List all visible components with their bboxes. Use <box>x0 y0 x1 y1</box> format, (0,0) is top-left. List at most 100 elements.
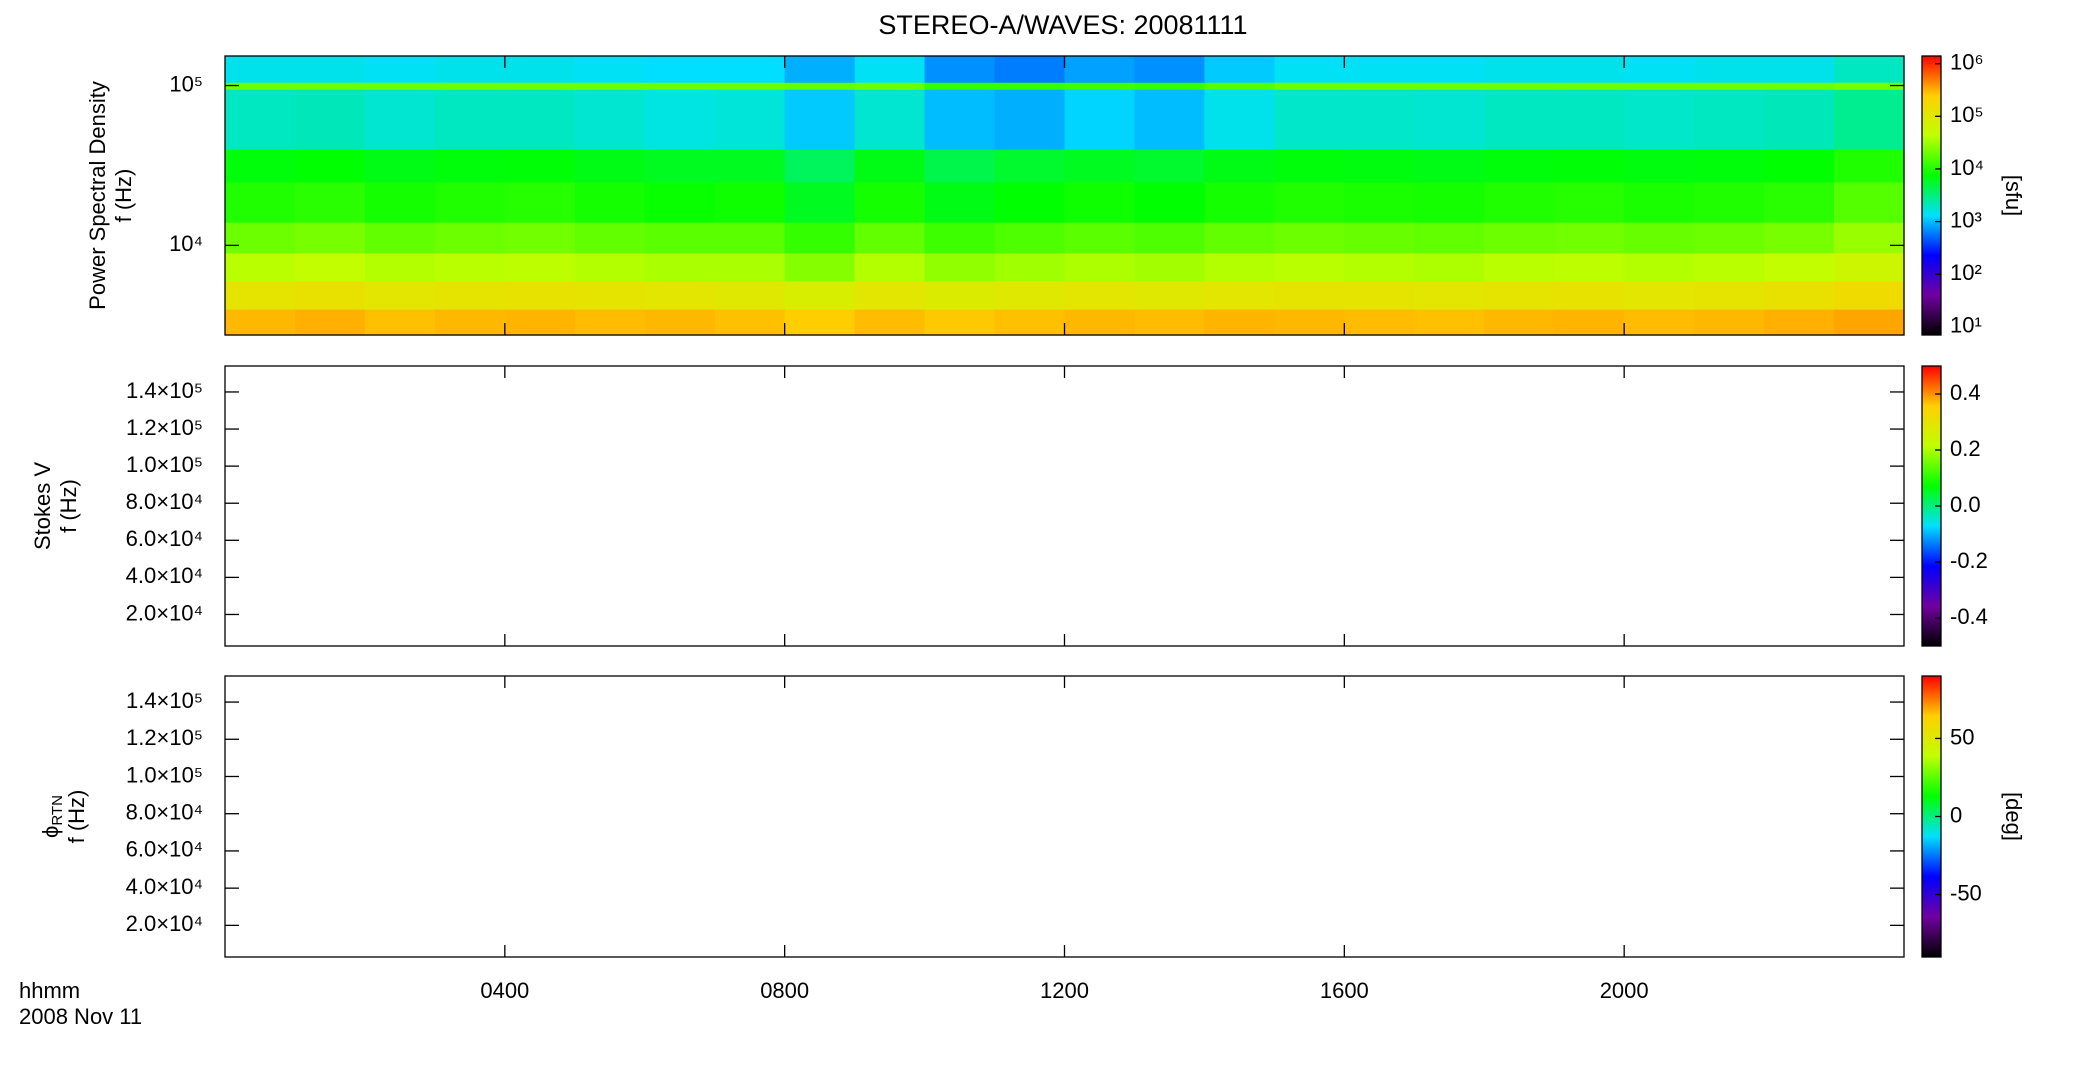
heatmap-cell <box>994 252 1066 282</box>
heatmap-cell <box>1344 280 1415 310</box>
heatmap-cell <box>1134 82 1206 90</box>
heatmap-cell <box>1764 222 1835 254</box>
heatmap-cell <box>924 82 996 90</box>
heatmap-cell <box>294 280 366 310</box>
heatmap-cell <box>434 89 506 150</box>
colorbar-tick-label: 10² <box>1950 260 1982 285</box>
y-axis-label: f (Hz) <box>56 479 81 533</box>
heatmap-cell <box>1274 56 1345 83</box>
heatmap-cell <box>644 56 716 83</box>
colorbar-tick-label: 50 <box>1950 724 1974 749</box>
heatmap-cell <box>1414 181 1485 223</box>
heatmap-cell <box>1134 56 1206 83</box>
heatmap-cell <box>1834 89 1905 150</box>
heatmap-cell <box>924 280 996 310</box>
colorbar-tick-label: 0.2 <box>1950 436 1981 461</box>
colorbar-tick-label: 0.4 <box>1950 380 1981 405</box>
heatmap-cell <box>364 181 436 223</box>
y-tick-label: 10⁵ <box>169 71 203 96</box>
y-tick-label: 1.2×10⁵ <box>126 415 203 440</box>
heatmap-cell <box>924 222 996 254</box>
heatmap-cell <box>1344 308 1415 336</box>
heatmap-cell <box>1624 82 1695 90</box>
heatmap-cell <box>364 280 436 310</box>
heatmap-cell <box>924 56 996 83</box>
heatmap-cell <box>1484 181 1555 223</box>
heatmap-cell <box>574 89 646 150</box>
x-axis-label: hhmm <box>19 978 80 1003</box>
heatmap-cell <box>1484 280 1555 310</box>
heatmap-cell <box>1134 89 1206 150</box>
heatmap-cell <box>714 149 786 183</box>
heatmap-cell <box>1484 82 1555 90</box>
y-tick-label: 1.0×10⁵ <box>126 762 203 787</box>
heatmap-cell <box>784 89 856 150</box>
heatmap-cell <box>1484 89 1555 150</box>
heatmap-cell <box>1694 56 1765 83</box>
heatmap-cell <box>1134 181 1206 223</box>
heatmap-cell <box>1414 89 1485 150</box>
heatmap-cell <box>1414 56 1485 83</box>
heatmap-cell <box>994 149 1066 183</box>
heatmap-cell <box>1694 308 1765 336</box>
heatmap-cell <box>924 149 996 183</box>
heatmap-cell <box>1484 222 1555 254</box>
heatmap-cell <box>1834 252 1905 282</box>
heatmap-cell <box>1344 252 1415 282</box>
heatmap-cell <box>924 308 996 336</box>
heatmap-cell <box>504 181 576 223</box>
heatmap-cell <box>364 149 436 183</box>
heatmap-cell <box>1484 308 1555 336</box>
heatmap-cell <box>854 308 926 336</box>
heatmap-cell <box>504 56 576 83</box>
heatmap-cell <box>1554 308 1625 336</box>
y-tick-label: 6.0×10⁴ <box>126 837 203 862</box>
heatmap-cell <box>1414 308 1485 336</box>
heatmap-cell <box>1554 82 1625 90</box>
heatmap-cell <box>504 89 576 150</box>
heatmap-cell <box>994 82 1066 90</box>
colorbar-tick-label: 10⁵ <box>1950 102 1984 127</box>
heatmap-cell <box>504 82 576 90</box>
heatmap-cell <box>1764 56 1835 83</box>
heatmap-cell <box>994 280 1066 310</box>
heatmap-cell <box>714 252 786 282</box>
heatmap-cell <box>994 181 1066 223</box>
heatmap-cell <box>854 280 926 310</box>
heatmap-cell <box>1694 252 1765 282</box>
heatmap-cell <box>1484 252 1555 282</box>
heatmap-cell <box>574 82 646 90</box>
heatmap-cell <box>1274 89 1345 150</box>
heatmap-cell <box>1694 222 1765 254</box>
heatmap-cell <box>1624 222 1695 254</box>
heatmap-cell <box>994 56 1066 83</box>
heatmap-cell <box>994 222 1066 254</box>
heatmap-cell <box>574 149 646 183</box>
heatmap-cell <box>644 149 716 183</box>
heatmap-cell <box>1274 308 1345 336</box>
heatmap-cell <box>784 280 856 310</box>
heatmap-cell <box>714 308 786 336</box>
heatmap-cell <box>854 149 926 183</box>
heatmap-cell <box>1344 82 1415 90</box>
heatmap-cell <box>1764 252 1835 282</box>
y-tick-label: 8.0×10⁴ <box>126 489 203 514</box>
heatmap-cell <box>1134 280 1206 310</box>
heatmap-cell <box>1834 222 1905 254</box>
heatmap-cell <box>504 149 576 183</box>
heatmap-cell <box>784 181 856 223</box>
heatmap-cell <box>225 181 296 223</box>
heatmap-cell <box>504 222 576 254</box>
heatmap-cell <box>714 222 786 254</box>
heatmap-cell <box>714 280 786 310</box>
heatmap-cell <box>225 82 296 90</box>
y-tick-label: 1.4×10⁵ <box>126 378 203 403</box>
heatmap-cell <box>1764 89 1835 150</box>
heatmap-cell <box>294 252 366 282</box>
heatmap-cell <box>225 149 296 183</box>
heatmap-cell <box>1694 82 1765 90</box>
heatmap-cell <box>1834 181 1905 223</box>
heatmap-cell <box>854 222 926 254</box>
